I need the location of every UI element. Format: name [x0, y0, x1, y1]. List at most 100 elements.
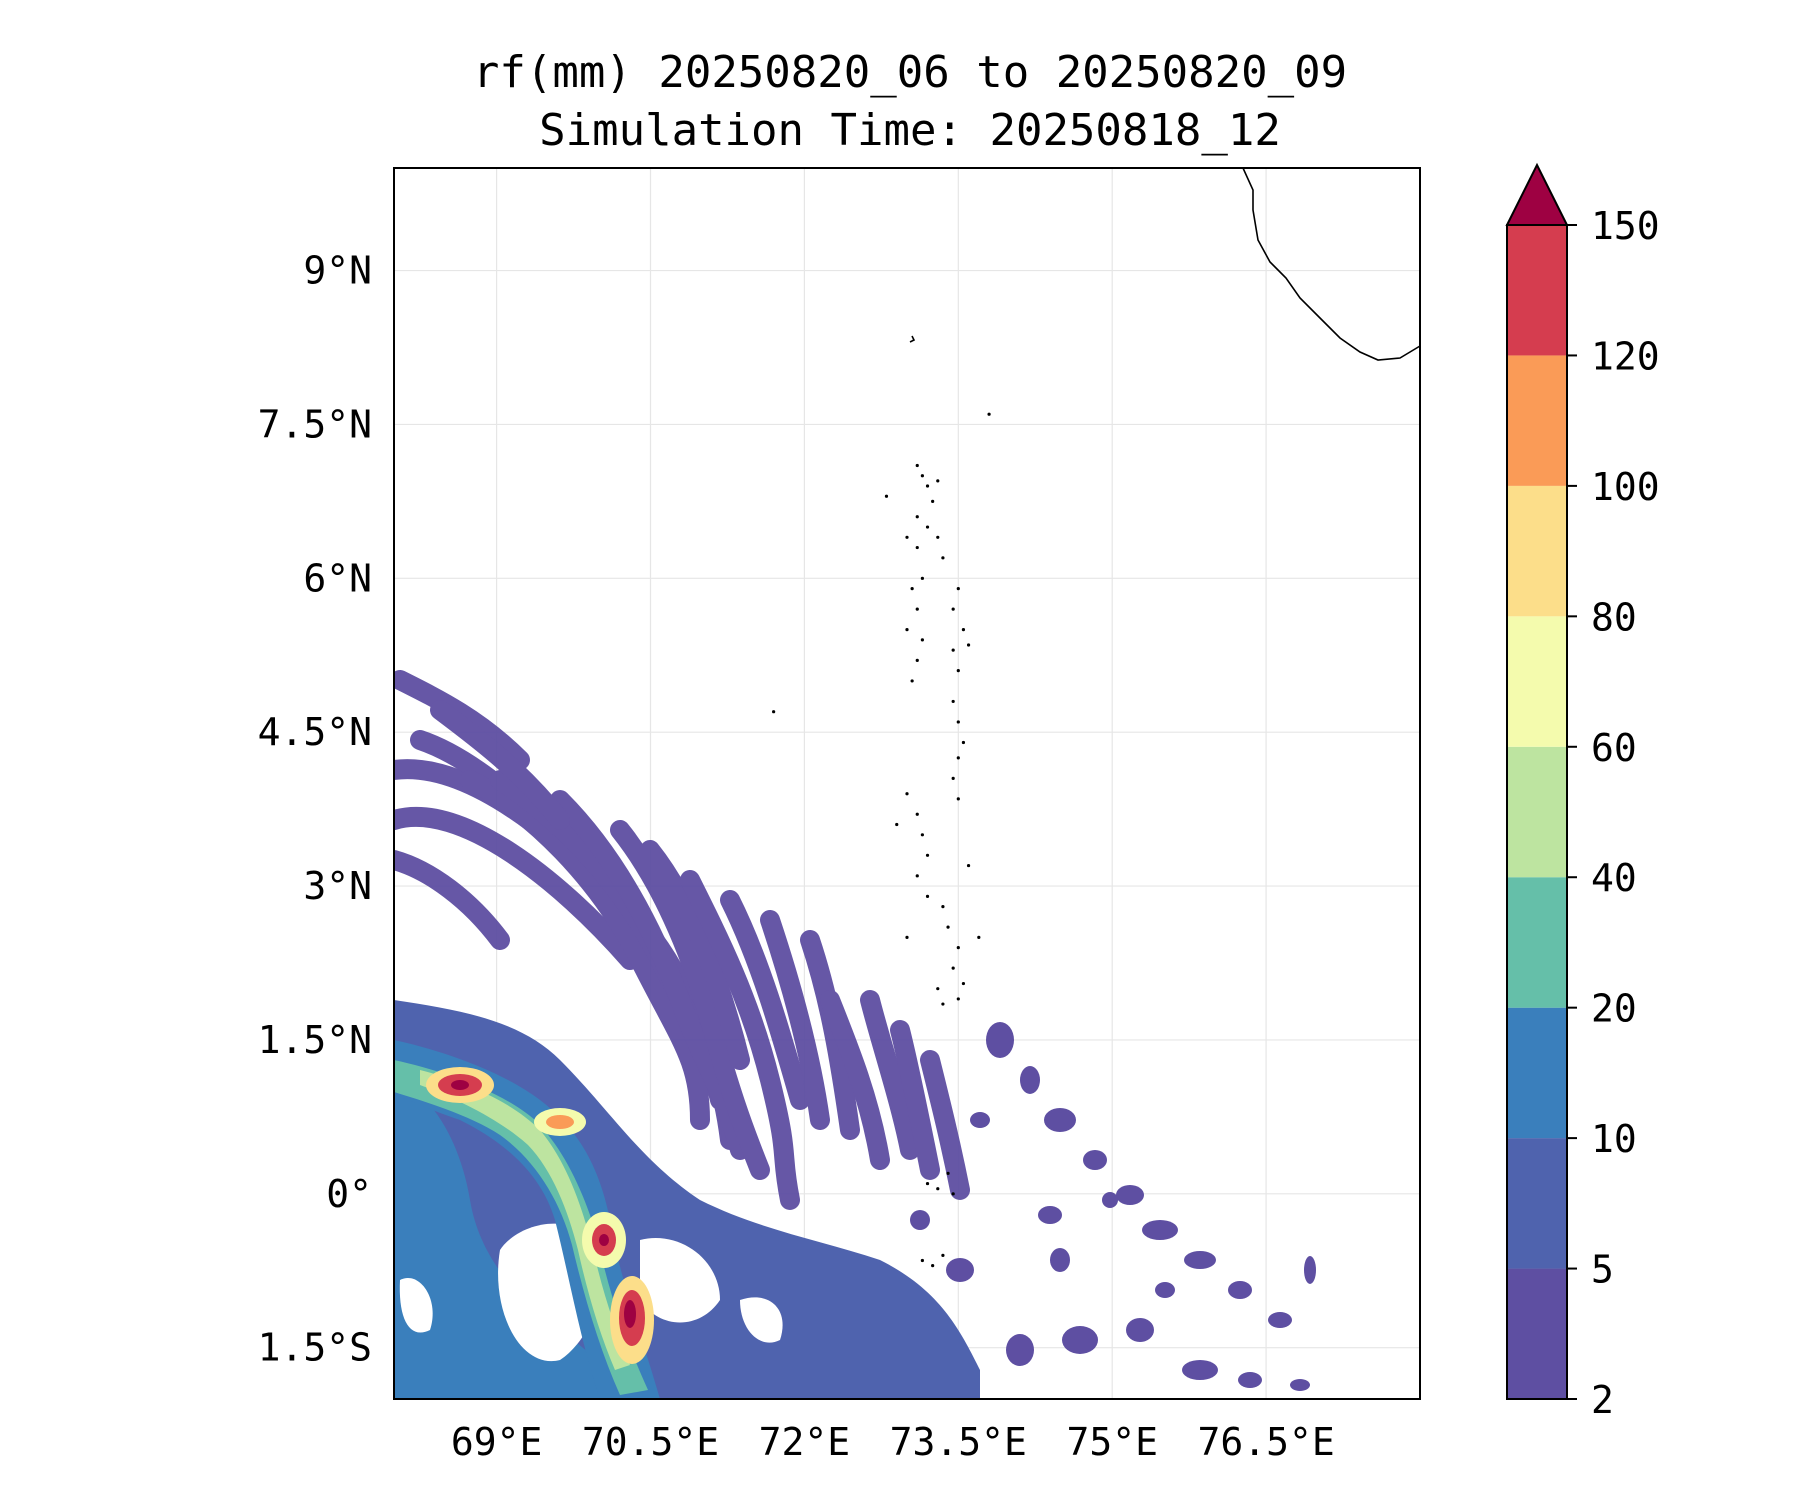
india-coastline [1242, 168, 1420, 361]
island-dot [951, 966, 955, 970]
island-dot [956, 586, 960, 591]
colorbar-tick-label: 10 [1591, 1117, 1637, 1161]
island-dot [925, 853, 930, 857]
colorbar-frame [1506, 224, 1568, 1400]
island-dot [925, 1181, 930, 1186]
island-dot [951, 699, 955, 704]
maldives-islands [772, 412, 991, 1268]
island-dot [961, 981, 966, 986]
map-title: rf(mm) 20250820_06 to 20250820_09 Simula… [290, 44, 1530, 160]
colorbar-tick-label: 120 [1591, 334, 1660, 378]
lat-tick-label: 4.5°N [258, 710, 372, 754]
rain-bands [394, 670, 970, 1210]
island-dot [956, 997, 960, 1001]
rain-hot-cell-1 [426, 1067, 494, 1103]
colorbar-segment [1507, 1268, 1567, 1399]
lon-tick-label: 70.5°E [582, 1420, 719, 1464]
island-dot [920, 1258, 924, 1263]
island-dot [956, 669, 960, 673]
island-dot [910, 586, 914, 591]
rain-hot-cell-4 [610, 1276, 654, 1364]
island-dot [772, 710, 776, 714]
colorbar-segment [1507, 616, 1567, 747]
rain-low-field-2 [394, 1080, 640, 1399]
island-dot [931, 499, 935, 503]
island-dot [977, 935, 981, 939]
lat-tick-label: 1.5°N [258, 1018, 372, 1062]
colorbar-tick-label: 20 [1591, 987, 1637, 1031]
colorbar-tick-label: 2 [1591, 1378, 1614, 1422]
lat-tick-label: 7.5°N [258, 402, 372, 446]
island-dot [951, 648, 955, 652]
island-dot [905, 792, 909, 796]
island-north [909, 335, 916, 343]
island-dot [956, 756, 960, 760]
island-dot [915, 658, 919, 663]
island-dot [936, 1187, 940, 1191]
rain-hot-cell-3 [582, 1212, 626, 1268]
colorbar-extend-triangle [1505, 162, 1569, 226]
island-dot [946, 1171, 950, 1175]
colorbar-segment [1507, 1138, 1567, 1269]
island-dot [915, 463, 919, 468]
island-dot [946, 925, 950, 929]
island-dot [941, 905, 945, 909]
island-dot [956, 797, 960, 801]
lat-tick-labels: 9°N 7.5°N 6°N 4.5°N 3°N 1.5°N 0° 1.5°S [258, 249, 372, 1370]
island-dot [895, 822, 899, 827]
island-dot [925, 894, 930, 898]
island-dot [936, 479, 940, 483]
island-dot [920, 474, 924, 478]
lat-tick-label: 6°N [303, 556, 372, 600]
lon-tick-label: 72°E [759, 1420, 851, 1464]
lon-tick-label: 76.5°E [1197, 1420, 1334, 1464]
colorbar-segment [1507, 355, 1567, 486]
colorbar-tick-label: 40 [1591, 856, 1637, 900]
lat-tick-label: 9°N [303, 249, 372, 293]
colorbar [1505, 162, 1569, 1400]
lon-tick-label: 75°E [1066, 1420, 1158, 1464]
lat-tick-label: 3°N [303, 864, 372, 908]
colorbar-tick-label: 5 [1591, 1248, 1614, 1292]
island-dot [951, 776, 955, 780]
rain-convective-inner [420, 1070, 630, 1370]
island-dot [966, 863, 971, 868]
lon-tick-label: 73.5°E [890, 1420, 1027, 1464]
island-dot [956, 720, 960, 724]
coastline [909, 168, 1420, 361]
island-dot [941, 556, 945, 560]
colorbar-tick-labels: 2 5 10 20 40 60 80 100 120 150 [1567, 204, 1660, 1422]
title-line-2: Simulation Time: 20250818_12 [539, 105, 1281, 156]
island-dot [905, 535, 909, 539]
colorbar-segment [1507, 877, 1567, 1008]
island-dot [951, 1192, 955, 1196]
island-dot [987, 412, 991, 416]
island-dot [915, 812, 919, 816]
lat-tick-label: 1.5°S [258, 1326, 372, 1370]
island-dot [905, 628, 909, 632]
rain-hot-cell-2 [534, 1108, 586, 1136]
island-dot [915, 515, 919, 519]
island-dot [920, 638, 924, 642]
colorbar-tick-label: 60 [1591, 726, 1637, 770]
island-dot [931, 1264, 935, 1268]
colorbar-segment [1507, 1007, 1567, 1139]
colorbar-segment [1507, 746, 1567, 878]
island-dot [915, 874, 919, 878]
island-dot [941, 1002, 945, 1006]
colorbar-segment [1507, 225, 1567, 356]
island-dot [956, 946, 960, 950]
island-dot [884, 494, 889, 498]
title-line-1: rf(mm) 20250820_06 to 20250820_09 [472, 47, 1348, 98]
island-dot [961, 628, 966, 632]
island-dot [966, 643, 971, 647]
island-dot [961, 740, 966, 745]
island-dot [910, 679, 914, 683]
island-dot [905, 935, 909, 939]
island-dot [915, 607, 919, 611]
plot-frame [393, 167, 1421, 1400]
colorbar-tick-label: 150 [1591, 204, 1660, 248]
lon-tick-labels: 69°E 70.5°E 72°E 73.5°E 75°E 76.5°E [451, 1420, 1335, 1464]
island-dot [925, 484, 930, 488]
